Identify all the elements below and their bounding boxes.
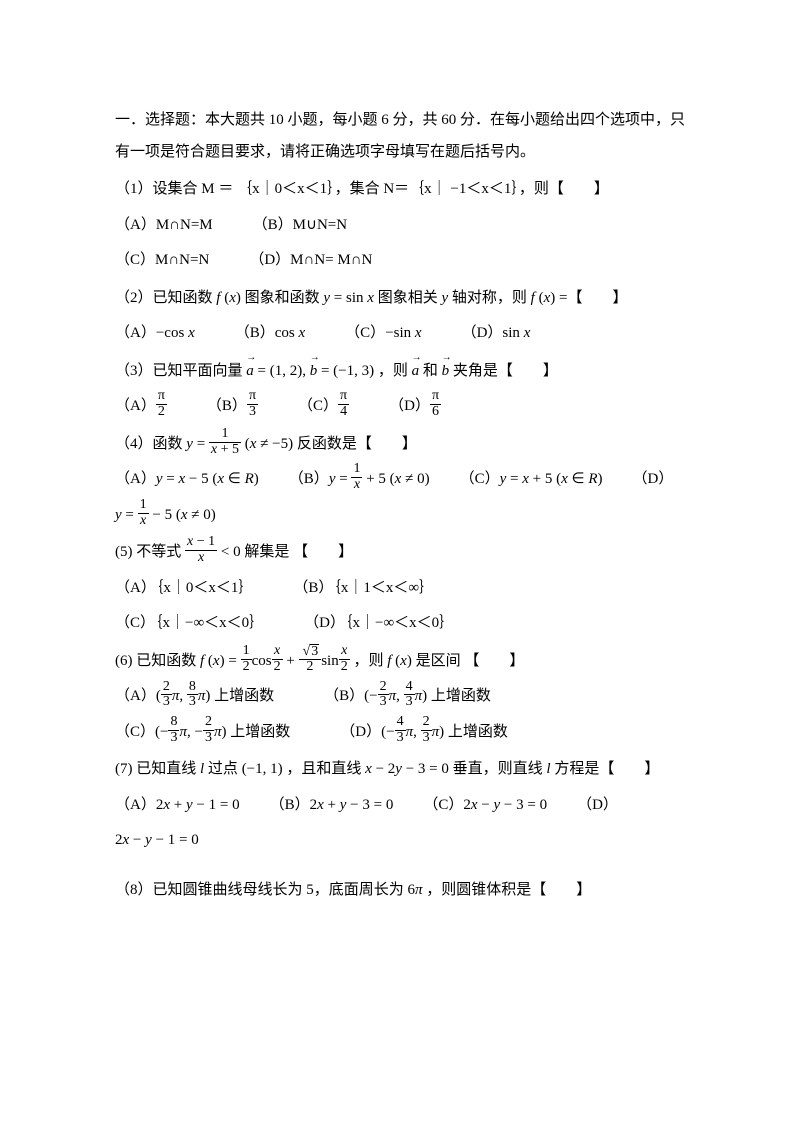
q7-opt-d: （D） — [577, 790, 618, 822]
q8-stem: （8）已知圆锥曲线母线长为 5，底面周长为 6π ，则圆锥体积是【 】 — [115, 875, 693, 907]
q7-opt-c: （C）2x − y − 3 = 0 — [423, 790, 547, 822]
q1-options-2: （C）M∩N=N （D）M∩N= M∩N — [115, 245, 693, 277]
q1-stem: （1）设集合 M ＝ ｛x｜0＜x＜1｝，集合 N＝｛x｜ −1＜x＜1｝，则【… — [115, 174, 693, 206]
q5-opt-c: （C）｛x｜−∞＜x＜0｝ — [115, 608, 264, 640]
q5-options: （A）｛x｜0＜x＜1｝ （B）｛x｜1＜x＜∞｝ — [115, 573, 693, 605]
q7-opt-b: （B）2x + y − 3 = 0 — [270, 790, 394, 822]
q4-extra: y = 1x − 5 (x ≠ 0) — [115, 500, 693, 532]
q1-opt-c: （C）M∩N=N — [115, 245, 209, 277]
q6-opt-d: （D）(−43π, 23π) 上增函数 — [340, 717, 508, 749]
q6-opt-c: （C）(−83π, −23π) 上增函数 — [115, 717, 290, 749]
q3-stem: （3）已知平面向量 a = (1, 2), b = (−1, 3) ，则 a 和… — [115, 356, 693, 388]
q1-opt-d: （D）M∩N= M∩N — [249, 245, 372, 277]
q4-opt-b: （B）y = 1x + 5 (x ≠ 0) — [289, 464, 430, 496]
q5-opt-a: （A）｛x｜0＜x＜1｝ — [115, 573, 253, 605]
q3-opt-c: （C）π4 — [298, 391, 349, 423]
q5-opt-b: （B）｛x｜1＜x＜∞｝ — [293, 573, 434, 605]
q6-opt-b: （B）(−23π, 43π) 上增函数 — [324, 681, 491, 713]
q7-stem: (7) 已知直线 l 过点 (−1, 1) ，且和直线 x − 2y − 3 =… — [115, 754, 693, 786]
q1-opt-a: （A）M∩N=M — [115, 210, 213, 242]
q3-opt-d: （D）π6 — [389, 391, 441, 423]
q5-options-2: （C）｛x｜−∞＜x＜0｝ （D）｛x｜−∞＜x＜0｝ — [115, 608, 693, 640]
q3-opt-b: （B）π3 — [207, 391, 258, 423]
q1-options: （A）M∩N=M （B）M∪N=N — [115, 210, 693, 242]
q6-opt-a: （A）(23π, 83π) 上增函数 — [115, 681, 274, 713]
q5-opt-d: （D）｛x｜−∞＜x＜0｝ — [304, 608, 454, 640]
section-heading: 一．选择题：本大题共 10 小题，每小题 6 分，共 60 分．在每小题给出四个… — [115, 105, 693, 168]
q4-opt-a: （A）y = x − 5 (x ∈ R) — [115, 464, 259, 496]
q1-opt-b: （B）M∪N=N — [253, 210, 347, 242]
q6-options-2: （C）(−83π, −23π) 上增函数 （D）(−43π, 23π) 上增函数 — [115, 717, 693, 749]
q2-options: （A）−cos x （B）cos x （C）−sin x （D）sin x — [115, 318, 693, 350]
q2-opt-c: （C）−sin x — [345, 318, 421, 350]
q4-options: （A）y = x − 5 (x ∈ R) （B）y = 1x + 5 (x ≠ … — [115, 464, 693, 496]
q4-stem: （4）函数 y = 1x + 5 (x ≠ −5) 反函数是【 】 — [115, 429, 693, 461]
q3-opt-a: （A）π2 — [115, 391, 167, 423]
q7-extra: 2x − y − 1 = 0 — [115, 825, 693, 857]
q5-stem: (5) 不等式 x − 1x < 0 解集是 【 】 — [115, 537, 693, 569]
q2-opt-d: （D）sin x — [462, 318, 531, 350]
q2-stem: （2）已知函数 f (x) 图象和函数 y = sin x 图象相关 y 轴对称… — [115, 283, 693, 315]
q2-opt-b: （B）cos x — [235, 318, 305, 350]
q4-opt-d: （D） — [633, 464, 674, 496]
exam-page: 一．选择题：本大题共 10 小题，每小题 6 分，共 60 分．在每小题给出四个… — [115, 105, 693, 906]
q4-opt-c: （C）y = x + 5 (x ∈ R) — [460, 464, 603, 496]
q3-options: （A）π2 （B）π3 （C）π4 （D）π6 — [115, 391, 693, 423]
q7-options: （A）2x + y − 1 = 0 （B）2x + y − 3 = 0 （C）2… — [115, 790, 693, 822]
q6-options: （A）(23π, 83π) 上增函数 （B）(−23π, 43π) 上增函数 — [115, 681, 693, 713]
q7-opt-a: （A）2x + y − 1 = 0 — [115, 790, 240, 822]
q2-opt-a: （A）−cos x — [115, 318, 195, 350]
q6-stem: (6) 已知函数 f (x) = 12cosx2 + 32sinx2 ，则 f … — [115, 646, 693, 678]
